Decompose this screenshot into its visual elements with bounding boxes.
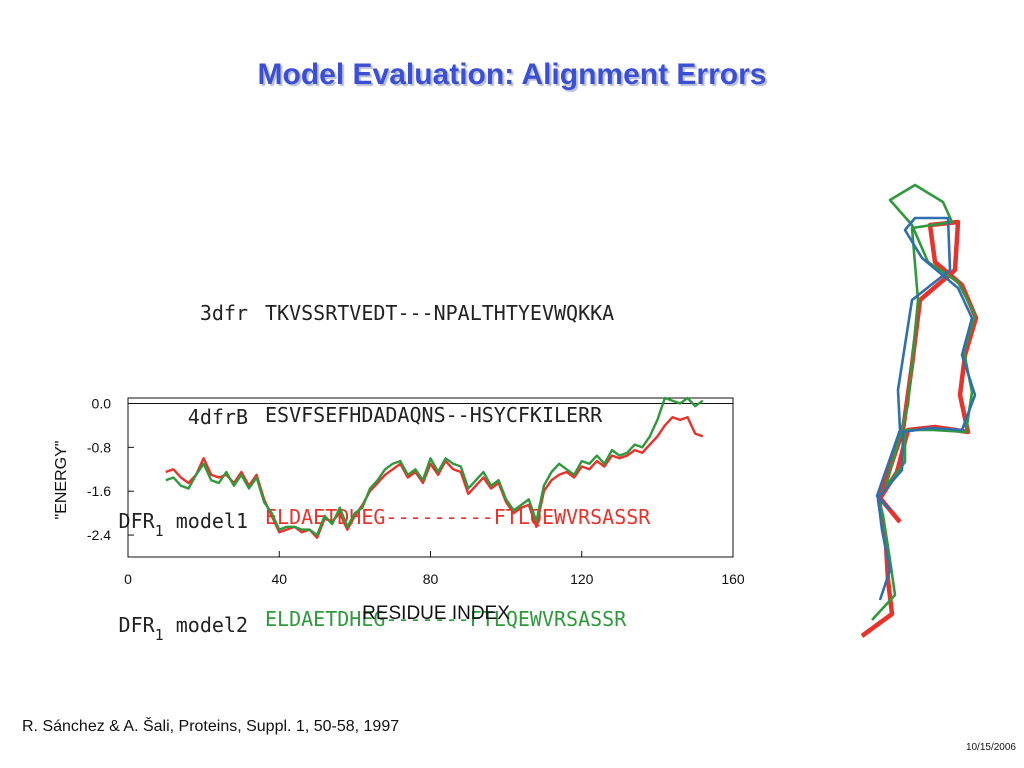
alignment-name-3dfr: 3dfr	[199, 301, 248, 325]
alignment-name-model2: DFR1 model2	[118, 613, 248, 644]
x-tick-label: 120	[570, 571, 594, 587]
alignment-seq-4dfrB: ESVFSEFHDADAQNS--HSYCFKILERR	[265, 403, 603, 427]
x-tick-label: 160	[721, 571, 745, 587]
alignment-sequences: TKVSSRTVEDT---NPALTHTYEVWQKKA ESVFSEFHDA…	[265, 228, 650, 670]
citation: R. Sánchez & A. Šali, Proteins, Suppl. 1…	[22, 718, 400, 735]
y-tick-label: -1.6	[87, 483, 111, 499]
slide-title: Model Evaluation: Alignment Errors	[257, 58, 767, 91]
y-tick-label: 0.0	[92, 395, 112, 411]
energy-series-line-0	[165, 416, 704, 539]
slide-date: 10/15/2006	[965, 742, 1016, 753]
alignment-seq-model2: ELDAETDHEG-------FTLQEWVRSASSR	[265, 607, 627, 631]
y-tick-label: -0.8	[87, 439, 111, 455]
y-axis-label: "ENERGY"	[53, 441, 70, 520]
alignment-seq-3dfr: TKVSSRTVEDT---NPALTHTYEVWQKKA	[265, 301, 615, 325]
x-tick-label: 80	[423, 571, 439, 587]
x-tick-label: 40	[271, 571, 287, 587]
energy-series-line-1	[165, 396, 704, 537]
structure-trace-2	[875, 216, 977, 601]
alignment-names: 3dfr 4dfrB DFR1 model1 DFR1 model2	[60, 228, 248, 678]
alignment-name-model1: DFR1 model1	[118, 509, 248, 540]
alignment-seq-model1: ELDAETDHEG---------FTLQEWVRSASSR	[265, 505, 651, 529]
y-tick-label: -2.4	[87, 527, 111, 543]
x-axis-label: RESIDUE INDEX	[362, 603, 510, 624]
x-tick-label: 0	[124, 571, 132, 587]
alignment-name-4dfrB: 4dfrB	[187, 405, 248, 429]
